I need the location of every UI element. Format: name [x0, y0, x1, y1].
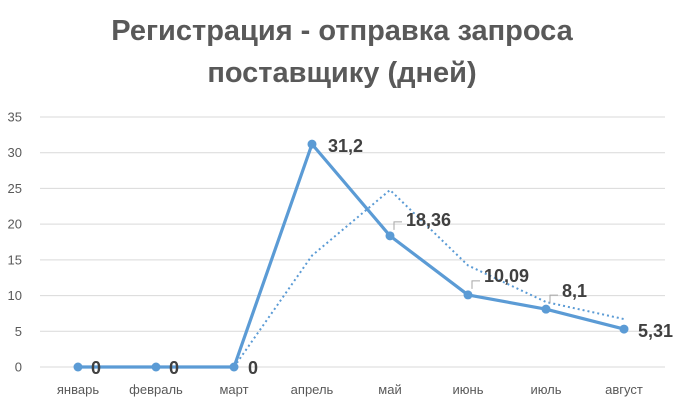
x-tick-label: июнь: [453, 382, 484, 397]
data-point: [463, 290, 473, 300]
data-label: 8,1: [562, 281, 587, 301]
x-tick-label: август: [605, 382, 643, 397]
data-point: [229, 362, 239, 372]
data-point: [619, 324, 629, 334]
chart-title: Регистрация - отправка запроса поставщик…: [0, 10, 684, 94]
y-tick-label: 25: [8, 181, 22, 196]
trendline: [233, 188, 625, 368]
x-tick-label: январь: [57, 382, 99, 397]
data-label: 0: [91, 358, 101, 378]
y-tick-label: 15: [8, 252, 22, 267]
chart-title-line-1: Регистрация - отправка запроса: [111, 15, 573, 47]
series-group: [73, 139, 629, 372]
x-axis-ticks: январь февраль март апрель май июнь июль август: [57, 382, 643, 397]
y-tick-label: 0: [15, 360, 22, 375]
data-point: [541, 304, 551, 314]
y-tick-label: 20: [8, 217, 22, 232]
gridlines: [40, 116, 665, 368]
leader-line: [393, 221, 402, 230]
chart-title-line-2: поставщику (дней): [207, 57, 477, 89]
x-tick-label: май: [378, 382, 401, 397]
x-tick-label: июль: [530, 382, 561, 397]
data-point: [73, 362, 83, 372]
data-label: 18,36: [406, 210, 451, 230]
y-axis-ticks: 0 5 10 15 20 25 30 35: [8, 110, 22, 375]
data-label: 5,31: [638, 321, 673, 341]
data-label: 0: [248, 358, 258, 378]
data-labels: 0 0 0 31,2 18,36 10,09 8,1 5,31: [91, 136, 673, 378]
data-point: [151, 362, 161, 372]
x-tick-label: апрель: [291, 382, 334, 397]
y-tick-label: 5: [15, 324, 22, 339]
y-tick-label: 30: [8, 145, 22, 160]
data-label: 31,2: [328, 136, 363, 156]
x-tick-label: март: [219, 382, 248, 397]
leader-line: [471, 280, 480, 289]
data-point: [307, 139, 317, 149]
x-tick-label: февраль: [129, 382, 183, 397]
data-label: 0: [169, 358, 179, 378]
data-point: [385, 231, 395, 241]
data-label: 10,09: [484, 266, 529, 286]
trendline-group: [233, 188, 625, 368]
leader-line: [549, 294, 558, 304]
y-tick-label: 35: [8, 110, 22, 125]
y-tick-label: 10: [8, 288, 22, 303]
series-line: [78, 142, 625, 369]
